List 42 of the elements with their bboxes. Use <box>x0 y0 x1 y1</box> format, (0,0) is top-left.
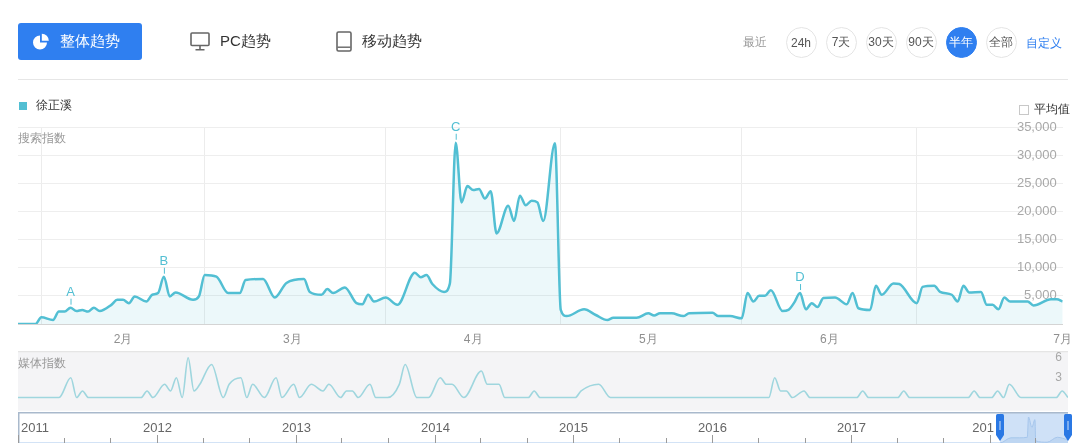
text: 90天 <box>908 34 934 51</box>
x-tick-label: 2011 <box>21 419 49 435</box>
x-tick-label: 3月 <box>282 331 302 346</box>
text: PC趋势 <box>220 32 271 51</box>
text: 移动趋势 <box>362 32 422 51</box>
y-tick-label: 5,000 <box>1024 287 1057 303</box>
y-tick-label: 3 <box>1055 370 1063 384</box>
text: 24h <box>790 35 812 50</box>
x-tick-label: 2013 <box>282 419 311 435</box>
y-tick-label: 30,000 <box>1016 146 1057 162</box>
annotation: B <box>159 252 169 268</box>
text: 30天 <box>868 34 894 51</box>
annotation: C <box>451 118 461 134</box>
text: 全部 <box>989 34 1013 51</box>
x-tick-label: 2017 <box>837 419 866 435</box>
text: 平均值 <box>1034 101 1070 118</box>
annotation: D <box>795 269 805 285</box>
y-axis-title: 搜索指数 <box>18 130 66 147</box>
x-tick-label: 6月 <box>819 331 839 346</box>
y-tick-label: 35,000 <box>1016 118 1057 134</box>
x-tick-label: 201 <box>972 419 994 435</box>
y-axis-title: 媒体指数 <box>18 355 66 372</box>
annotation: A <box>66 283 76 299</box>
x-tick-label: 4月 <box>463 331 483 346</box>
text: 自定义 <box>1026 35 1062 52</box>
text: 半年 <box>949 34 973 51</box>
y-tick-label: 15,000 <box>1016 231 1057 247</box>
text: 最近 <box>743 34 767 51</box>
x-tick-label: 2016 <box>698 419 727 435</box>
x-tick-label: 5月 <box>638 331 658 346</box>
legend-label: 徐正溪 <box>36 97 72 114</box>
x-tick-label: 2月 <box>113 331 133 346</box>
x-tick-label: 7月 <box>1053 331 1073 346</box>
x-tick-label: 2012 <box>143 419 172 435</box>
y-tick-label: 10,000 <box>1016 259 1057 275</box>
x-tick-label: 2014 <box>421 419 450 435</box>
y-tick-label: 6 <box>1055 350 1063 365</box>
text: 整体趋势 <box>60 32 120 51</box>
text: 7天 <box>831 34 851 51</box>
y-tick-label: 20,000 <box>1016 203 1057 219</box>
x-tick-label: 2015 <box>559 419 588 435</box>
y-tick-label: 25,000 <box>1016 174 1057 190</box>
